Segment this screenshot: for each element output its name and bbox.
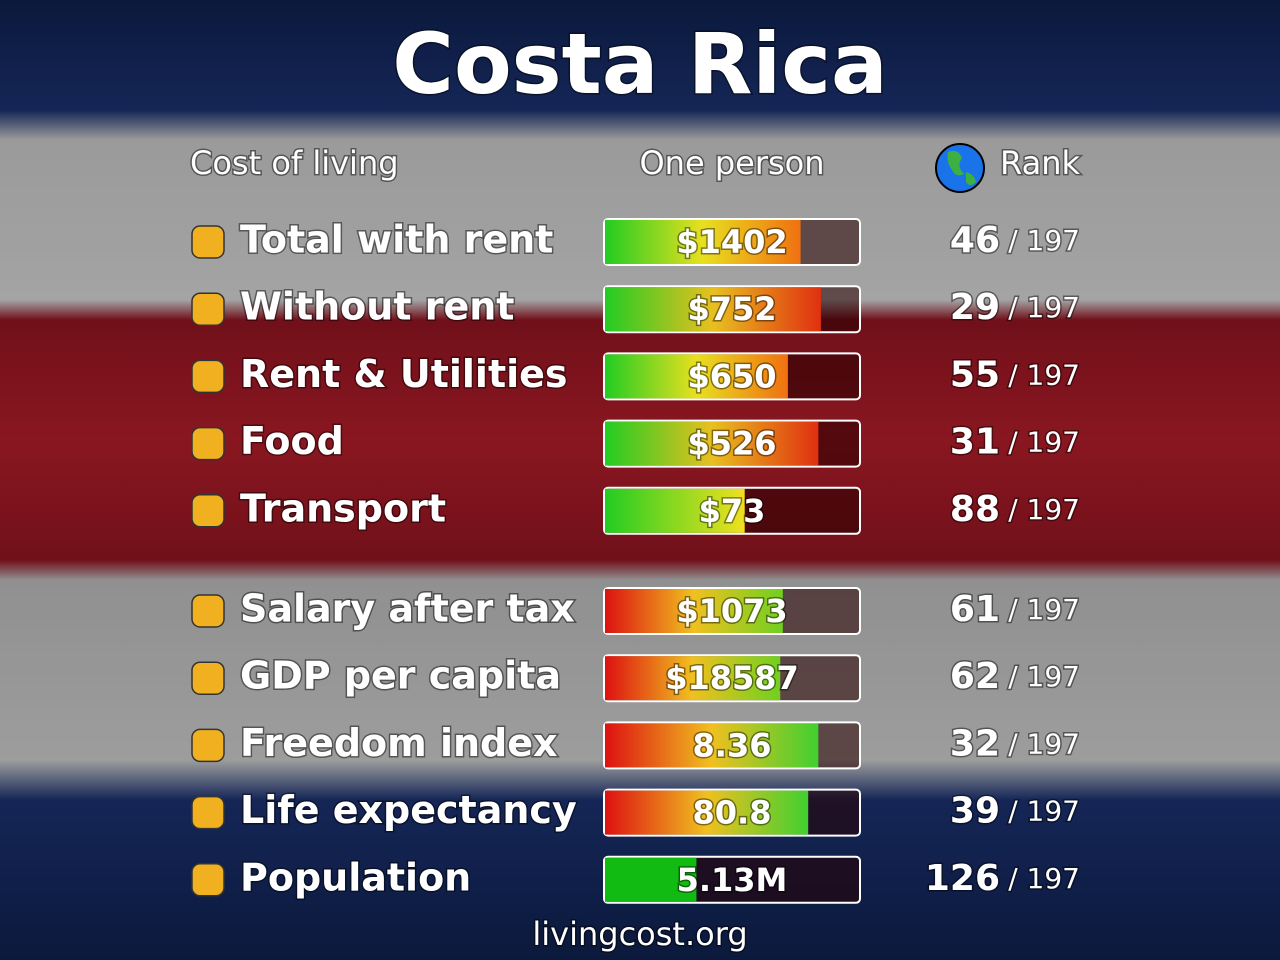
rank: 61 <box>950 589 1000 630</box>
footer: livingcost.org <box>532 915 747 953</box>
row-label: Food <box>240 419 344 463</box>
bar-value: $18587 <box>665 659 799 697</box>
rank-total: / 197 <box>1008 795 1080 828</box>
column-header: Rank <box>1000 144 1080 182</box>
rank-total: / 197 <box>1008 426 1080 459</box>
row-icon <box>191 426 225 461</box>
bar-fill <box>605 488 745 533</box>
row-label: Salary after tax <box>240 587 575 631</box>
rank-total: / 197 <box>1008 862 1080 895</box>
row-label: Total with rent <box>240 218 553 262</box>
bar-value: $752 <box>687 290 776 328</box>
bar-fill <box>605 656 781 701</box>
rank: 88 <box>950 489 1000 530</box>
title: Costa Rica <box>392 15 887 113</box>
row-label: Rent & Utilities <box>240 352 568 396</box>
row-icon <box>191 863 225 897</box>
rank-total: / 197 <box>1008 291 1080 324</box>
globe-icon <box>935 143 985 193</box>
rank: 31 <box>950 422 1000 463</box>
row-label: Life expectancy <box>240 788 577 832</box>
bar-fill <box>605 354 788 399</box>
rank: 46 <box>950 220 1000 261</box>
row-label: Population <box>240 855 471 899</box>
row-icon <box>191 594 225 628</box>
column-header: Cost of living <box>190 144 399 182</box>
rank-total: / 197 <box>1008 660 1080 693</box>
bar-value: $73 <box>699 492 766 530</box>
bar-fill <box>605 857 697 902</box>
bar-fill <box>605 723 819 768</box>
rank-total: / 197 <box>1008 493 1080 526</box>
row-icon <box>191 225 225 259</box>
rank-total: / 197 <box>1008 727 1080 760</box>
rank-total: / 197 <box>1008 224 1080 257</box>
row-label: Freedom index <box>240 721 558 765</box>
bar-value: 80.8 <box>693 794 772 832</box>
rank: 29 <box>950 287 1000 328</box>
row-icon <box>191 494 225 528</box>
row-label: Transport <box>240 486 446 530</box>
bar-fill <box>605 589 783 633</box>
bar-value: $526 <box>687 425 776 463</box>
row-icon <box>191 359 225 394</box>
bar-fill <box>605 421 819 466</box>
rank-total: / 197 <box>1008 358 1080 391</box>
bar-value: 5.13M <box>677 861 788 899</box>
row-label: GDP per capita <box>240 654 561 698</box>
bar-value: $1402 <box>676 223 787 261</box>
row-icon <box>191 795 225 830</box>
row-icon <box>191 292 225 326</box>
bar-fill <box>605 790 809 835</box>
rank: 39 <box>950 791 1000 832</box>
row-label: Without rent <box>240 285 514 329</box>
rank: 62 <box>950 656 1000 697</box>
bar-value: $1073 <box>676 592 787 630</box>
rank: 55 <box>950 354 1000 395</box>
bar-fill <box>605 220 801 264</box>
bar-value: $650 <box>687 357 776 395</box>
bar-fill <box>605 287 821 332</box>
rank: 32 <box>950 723 1000 764</box>
row-icon <box>191 661 225 695</box>
bar-value: 8.36 <box>693 726 772 764</box>
row-icon <box>191 728 225 763</box>
rank: 126 <box>925 858 1000 899</box>
rank-total: / 197 <box>1008 593 1080 626</box>
column-header: One person <box>639 144 824 182</box>
globe-land <box>947 150 976 185</box>
